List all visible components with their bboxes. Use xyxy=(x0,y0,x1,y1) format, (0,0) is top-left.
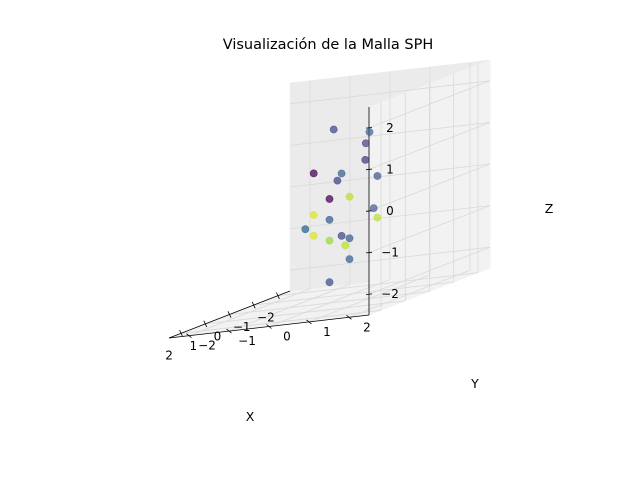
y-tick-label: −2 xyxy=(198,339,216,353)
grid-lines xyxy=(181,62,491,337)
data-point xyxy=(309,231,318,240)
y-tick-mark xyxy=(346,314,352,320)
data-point xyxy=(309,169,318,178)
data-point xyxy=(373,213,382,222)
z-tick-label: −2 xyxy=(381,287,399,301)
data-point xyxy=(345,255,354,263)
z-tick-label: 0 xyxy=(386,204,394,218)
data-point xyxy=(325,236,334,245)
x-tick-mark xyxy=(179,329,183,337)
data-point xyxy=(325,278,334,287)
y-tick-label: 0 xyxy=(283,330,291,344)
grid-line xyxy=(289,163,491,188)
data-point xyxy=(369,204,378,212)
x-tick-mark xyxy=(276,292,280,300)
z-tick-mark xyxy=(365,251,373,254)
chart-title: Visualización de la Malla SPH xyxy=(223,37,434,53)
grid-line xyxy=(289,122,491,146)
grid-line xyxy=(188,288,311,337)
z-axis-label: Z xyxy=(545,201,554,216)
z-tick-mark xyxy=(365,168,373,171)
data-point xyxy=(341,241,350,250)
y-tick-label: −1 xyxy=(238,334,256,348)
y-tick-mark xyxy=(226,328,232,334)
grid-line xyxy=(368,205,491,253)
grid-line xyxy=(289,205,491,229)
x-tick-mark xyxy=(251,301,256,309)
grid-line xyxy=(289,246,491,271)
data-point xyxy=(337,169,346,178)
data-points xyxy=(301,125,382,287)
y-tick-mark xyxy=(186,333,192,339)
grid-line xyxy=(308,274,431,323)
data-point xyxy=(373,172,382,180)
data-point xyxy=(333,176,342,185)
data-point xyxy=(337,231,346,240)
x-axis-label: X xyxy=(246,409,255,424)
data-point xyxy=(361,139,370,148)
x-tick-label: 2 xyxy=(165,348,173,362)
y-tick-mark xyxy=(306,319,312,325)
data-point xyxy=(365,128,374,136)
data-point xyxy=(361,155,370,164)
y-tick-mark xyxy=(266,324,272,329)
y-axis-label: Y xyxy=(470,376,479,391)
grid-line xyxy=(368,246,491,295)
z-tick-label: 1 xyxy=(386,162,394,176)
y-tick-label: 1 xyxy=(323,325,331,339)
grid-line xyxy=(289,80,491,105)
grid-line xyxy=(268,279,391,327)
y-tick-label: 2 xyxy=(363,320,371,334)
grid-line xyxy=(368,80,491,129)
x-tick-label: −1 xyxy=(233,320,251,334)
z-tick-label: −1 xyxy=(381,246,399,260)
grid-line xyxy=(228,283,351,332)
data-point xyxy=(325,215,334,224)
data-point xyxy=(345,192,354,201)
data-point xyxy=(345,234,354,243)
z-tick-mark xyxy=(365,127,373,129)
data-point xyxy=(325,195,334,203)
data-point xyxy=(309,211,318,219)
z-tick-label: 2 xyxy=(386,121,394,135)
x-tick-mark xyxy=(203,320,208,328)
x-tick-label: −2 xyxy=(257,311,275,325)
x-tick-label: 0 xyxy=(214,330,222,344)
x-tick-mark xyxy=(227,311,232,318)
z-tick-mark xyxy=(365,293,373,295)
grid-line xyxy=(368,163,491,212)
data-point xyxy=(329,125,338,134)
x-tick-label: 1 xyxy=(189,339,197,353)
data-point xyxy=(301,225,310,234)
grid-line xyxy=(368,122,491,170)
